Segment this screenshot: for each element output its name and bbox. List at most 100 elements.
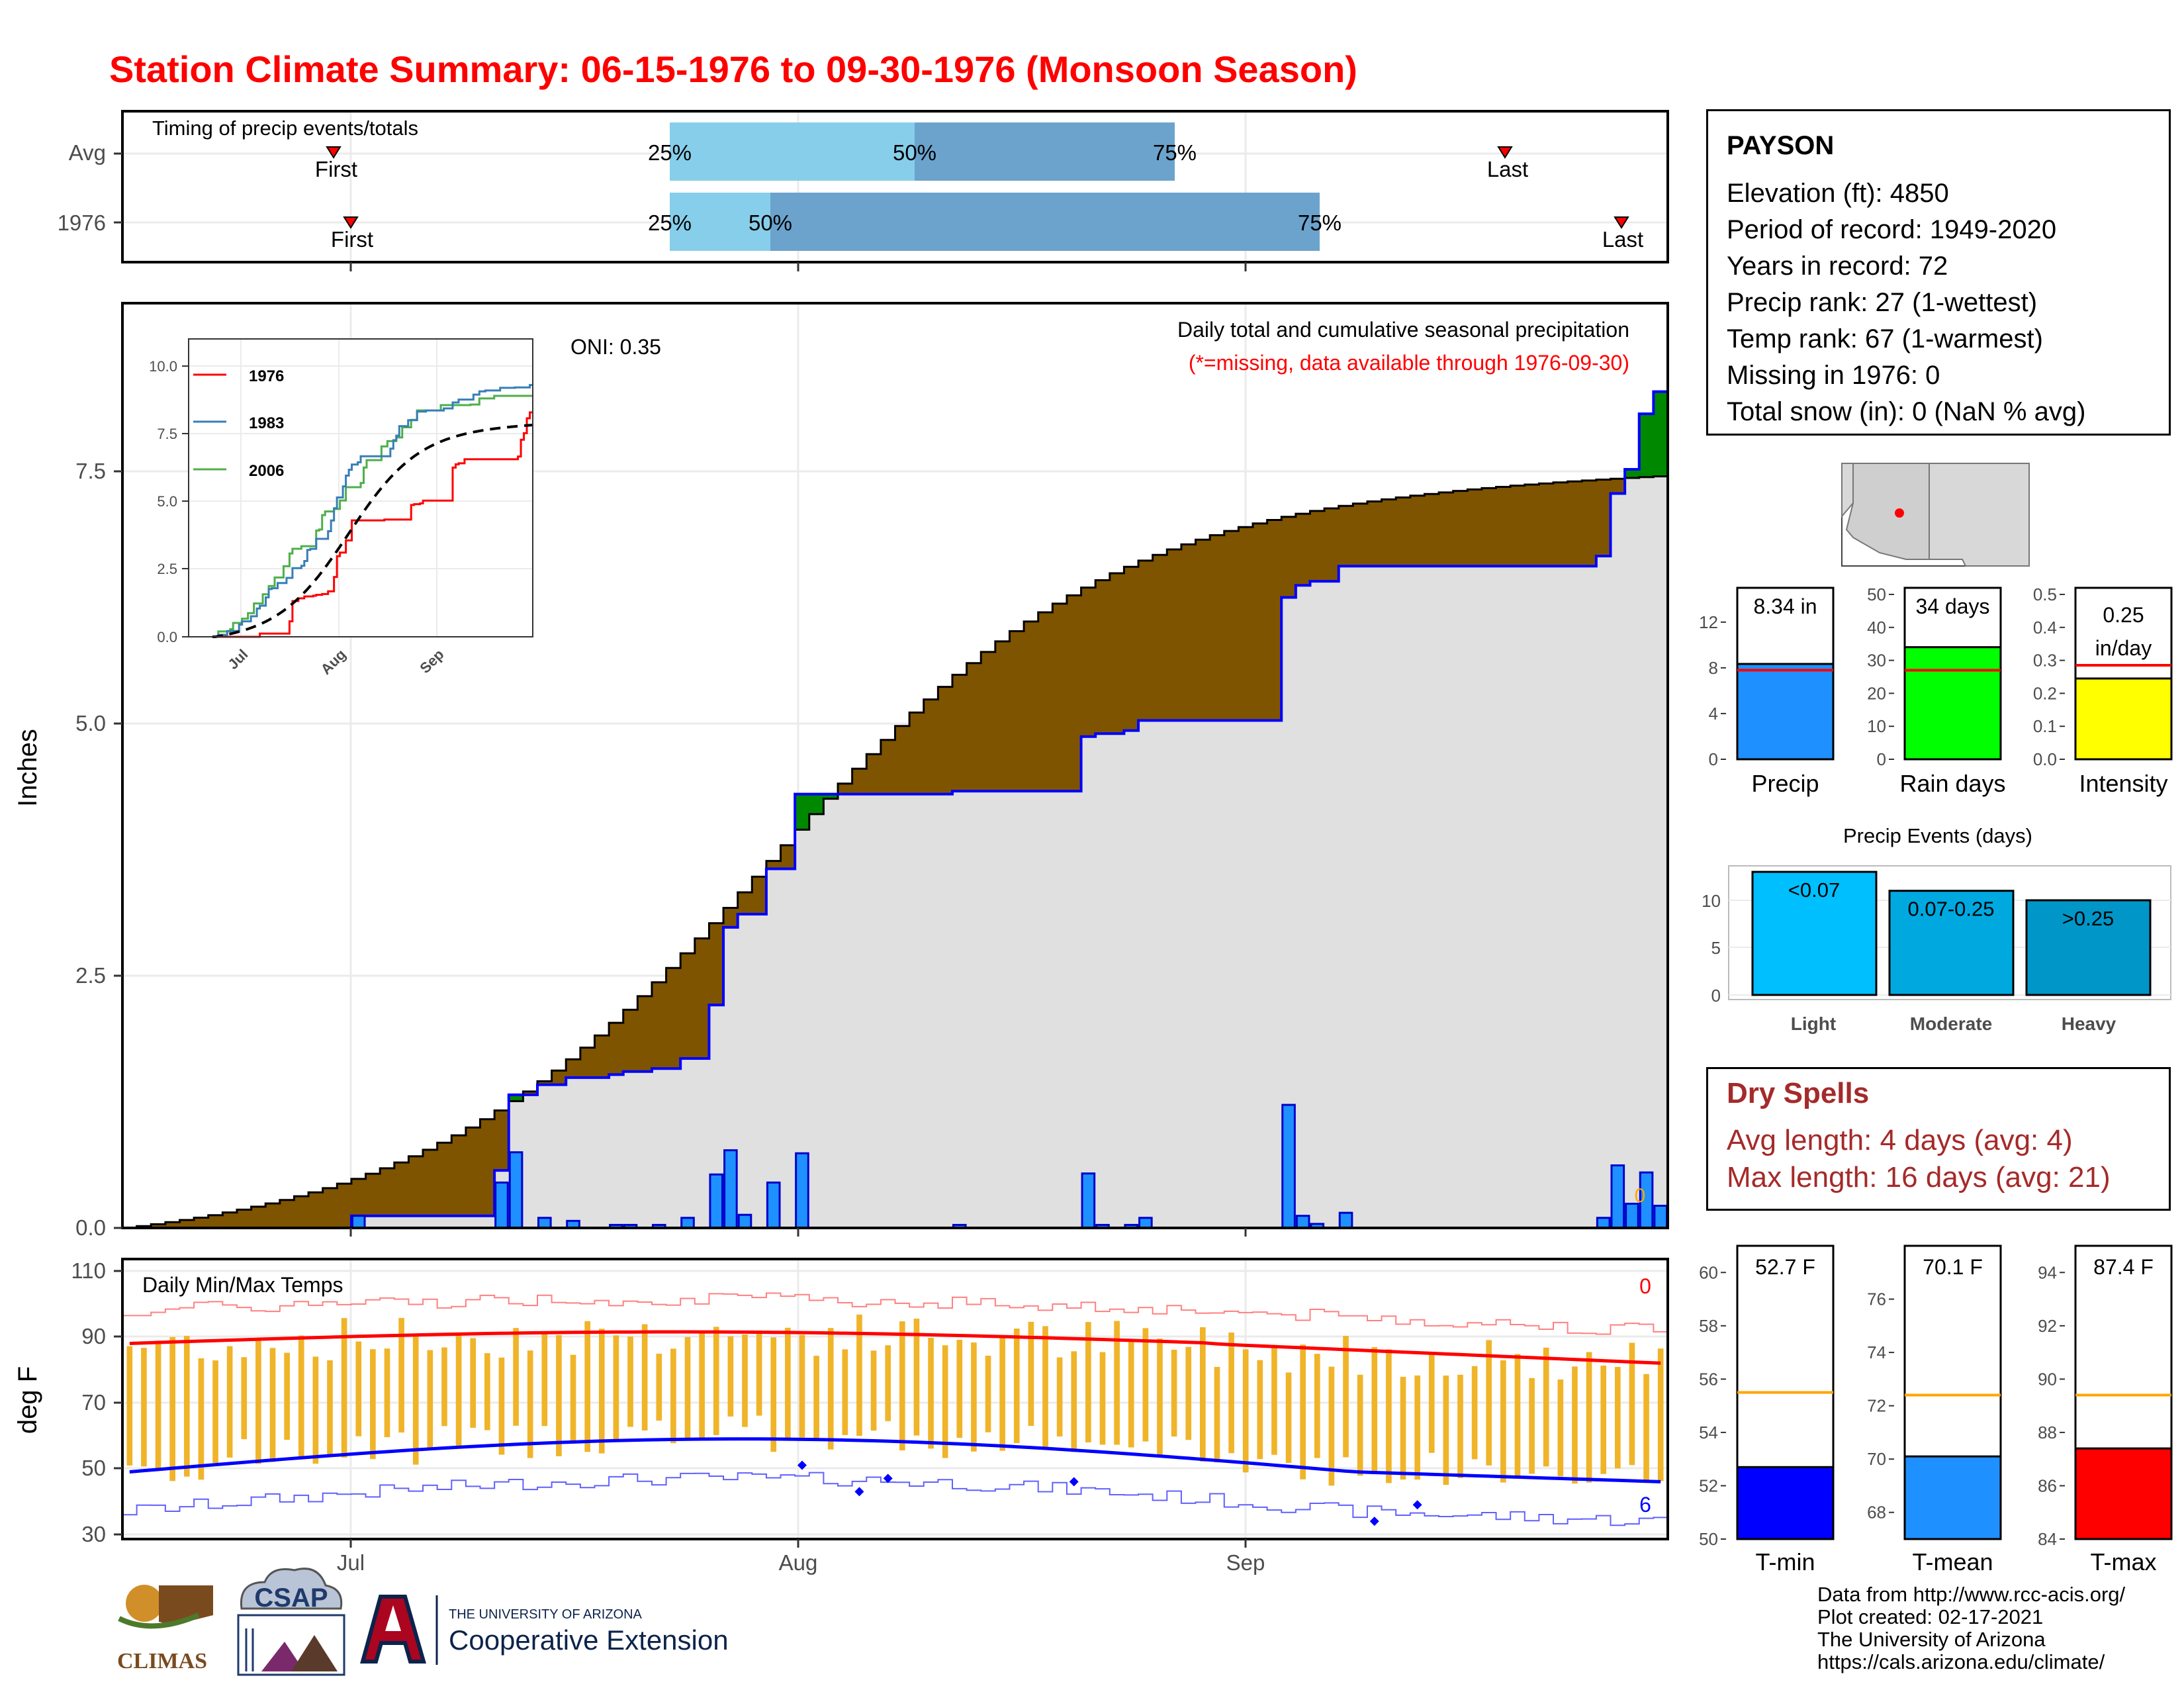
summary-value-label: 8.34 in <box>1753 594 1817 618</box>
daily-temp-bar <box>1257 1360 1263 1460</box>
daily-temp-bar <box>713 1327 719 1435</box>
temp-y-axis-label: deg F <box>13 1366 42 1434</box>
deficit-fill <box>1424 494 1439 567</box>
deficit-fill <box>1439 492 1454 567</box>
deficit-fill <box>1310 510 1325 582</box>
avg-p50-label: 50% <box>893 140 936 165</box>
deficit-fill <box>1396 497 1411 567</box>
deficit-fill <box>1281 516 1297 598</box>
deficit-fill <box>1052 603 1068 792</box>
inset-legend: 1976 1983 2006 <box>193 367 284 480</box>
daily-precip-bar <box>1610 1164 1625 1229</box>
deficit-fill <box>1324 508 1340 582</box>
temp-ytick: 110 <box>71 1258 106 1283</box>
record-min-point <box>883 1474 893 1483</box>
university-of-arizona-logo: THE UNIVERSITY OF ARIZONA Cooperative Ex… <box>360 1595 729 1665</box>
cumulative-1976-line <box>122 390 1668 1229</box>
deficit-fill <box>723 908 739 927</box>
summary-tick: 0.2 <box>2033 683 2057 703</box>
deficit-fill <box>1152 555 1167 721</box>
daily-temp-bar <box>1114 1321 1120 1445</box>
year-50-75-bar <box>770 193 1320 251</box>
record-min-line <box>122 1472 1668 1526</box>
average-min-line <box>129 1437 1661 1483</box>
deficit-fill <box>666 968 681 1069</box>
temp-summary-value: 70.1 F <box>1923 1255 1983 1279</box>
avg-last-label: Last <box>1487 157 1528 181</box>
logos: CLIMAS CSAP THE UNIVERSITY OF ARIZONA Co… <box>117 1568 729 1676</box>
inset-chart: 1976 1983 2006 0.0 2.5 5.0 7.5 10.0 Jul … <box>149 338 533 678</box>
daily-temp-bar <box>699 1333 705 1438</box>
deficit-fill <box>265 1203 281 1228</box>
year-last-marker <box>1614 216 1629 229</box>
summary-bar-charts: 8.34 in 0 4 8 12 Precip 34 days 0 10 20 30 40 50 Rain… <box>1699 585 2173 797</box>
daily-temp-bar <box>1071 1351 1077 1452</box>
event-bar-label: >0.25 <box>2062 907 2114 930</box>
daily-temp-bar <box>742 1335 748 1427</box>
deficit-fill <box>895 726 910 794</box>
deficit-fill <box>651 982 667 1069</box>
daily-temp-bar <box>1013 1329 1020 1444</box>
daily-precip-bar <box>1338 1211 1353 1229</box>
deficit-fill <box>251 1206 266 1228</box>
temp-summary-charts: 52.7 F 50 52 54 56 58 60 T-min 70.1 F 68 70 72 74 76 T… <box>1699 1244 2173 1575</box>
inset-ytick: 2.5 <box>157 561 177 577</box>
deficit-fill <box>236 1209 252 1228</box>
temp-summary-label: T-mean <box>1912 1548 1993 1575</box>
daily-temp-bar <box>412 1335 419 1465</box>
summary-value-label: 34 days <box>1915 594 1989 618</box>
daily-precip-bar <box>680 1217 695 1229</box>
temp-summary-tick: 92 <box>2038 1316 2057 1336</box>
station-missing: Missing in 1976: 0 <box>1727 361 1940 390</box>
temp-summary-value: 52.7 F <box>1755 1255 1815 1279</box>
daily-temp-bar <box>255 1339 261 1464</box>
station-elevation: Elevation (ft): 4850 <box>1727 179 1949 208</box>
year-last-label: Last <box>1602 227 1643 252</box>
station-location-dot <box>1895 508 1904 518</box>
daily-temp-bar <box>298 1335 304 1458</box>
summary-tick: 0.4 <box>2033 618 2057 637</box>
summary-category-label: Precip <box>1751 770 1819 797</box>
surplus-fill <box>1639 414 1654 477</box>
deficit-fill <box>208 1215 223 1228</box>
inset-legend-2006: 2006 <box>249 462 284 480</box>
deficit-fill <box>523 1091 538 1095</box>
deficit-fill <box>780 845 796 869</box>
daily-temp-bar <box>1142 1328 1149 1442</box>
location-map <box>1841 463 2030 567</box>
daily-temp-bars <box>126 1314 1664 1486</box>
deficit-fill <box>437 1143 452 1216</box>
daily-temp-bar <box>1371 1347 1378 1474</box>
daily-temp-bar <box>1214 1366 1220 1463</box>
deficit-fill <box>1596 479 1612 557</box>
daily-temp-bar <box>1514 1354 1521 1476</box>
daily-precip-bar <box>494 1181 509 1229</box>
footer-line: Plot created: 02-17-2021 <box>1817 1605 2044 1628</box>
record-max-line <box>122 1292 1668 1335</box>
daily-temp-bar <box>541 1333 548 1427</box>
summary-value-label: 0.25 <box>2103 603 2144 627</box>
deficit-fill <box>322 1188 338 1228</box>
deficit-fill <box>351 1178 367 1216</box>
inset-ytick: 10.0 <box>149 358 177 375</box>
deficit-fill <box>451 1135 467 1216</box>
daily-temp-bar <box>1242 1349 1249 1473</box>
temp-summary-tick: 94 <box>2038 1262 2057 1282</box>
daily-precip-bar <box>1625 1202 1639 1229</box>
daily-precip-bar <box>723 1149 738 1229</box>
deficit-fill <box>151 1224 166 1228</box>
avg-25-50-bar <box>670 122 915 181</box>
inset-ytick: 7.5 <box>157 426 177 442</box>
deficit-fill <box>1195 539 1210 721</box>
deficit-fill <box>866 754 882 794</box>
deficit-fill <box>1338 506 1353 567</box>
daily-precip-bar <box>737 1213 752 1229</box>
avg-first-label: First <box>315 157 357 181</box>
daily-temp-bar <box>1386 1349 1392 1483</box>
temp-summary-tick: 56 <box>1699 1369 1718 1389</box>
year-first-marker <box>343 216 359 229</box>
daily-precip-bar <box>537 1217 552 1229</box>
deficit-fill <box>1567 481 1582 567</box>
temp-y-ticks: 30 50 70 90 110 <box>71 1258 106 1546</box>
temp-summary-tick: 68 <box>1867 1503 1886 1523</box>
